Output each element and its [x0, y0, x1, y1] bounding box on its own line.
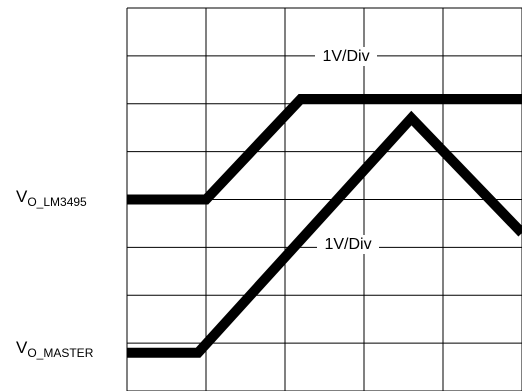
- traces: [127, 93, 522, 358]
- scale-label: 1V/Div: [324, 236, 371, 253]
- scale-label-background: [317, 235, 379, 254]
- series-label-subscript: O_MASTER: [27, 346, 94, 360]
- series-label-v-o-master: VO_MASTER: [16, 338, 94, 360]
- scale-label-background: [315, 47, 377, 66]
- trace-v-o-master: [127, 110, 522, 358]
- grid: [126, 7, 522, 391]
- series-label-v-o-lm3495: VO_LM3495: [16, 187, 87, 209]
- trace-v-o-lm3495: [127, 93, 522, 205]
- series-label-main: V: [16, 187, 28, 206]
- scale-labels: 1V/Div 1V/Div: [315, 47, 379, 254]
- series-label-subscript: O_LM3495: [27, 195, 87, 209]
- series-label-main: V: [16, 338, 28, 357]
- scale-label: 1V/Div: [322, 48, 369, 65]
